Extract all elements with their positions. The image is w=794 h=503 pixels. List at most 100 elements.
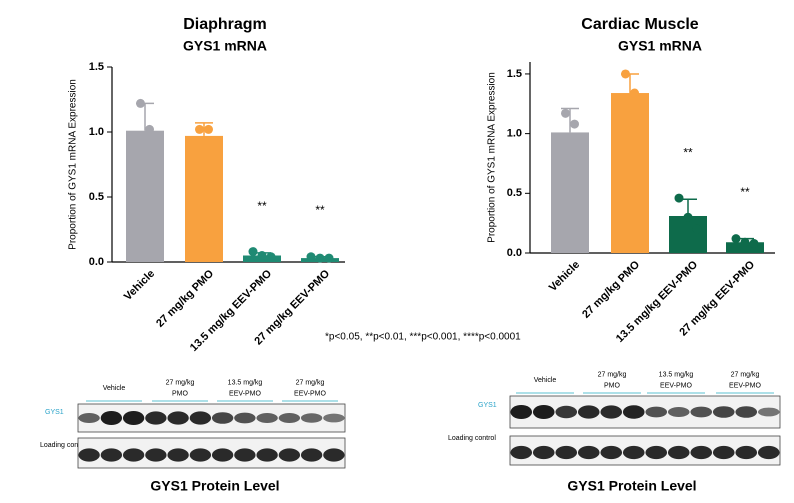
- blot-band: [256, 448, 278, 462]
- blot-strip: [77, 403, 346, 433]
- lane-group-label: 13.5 mg/kg: [659, 371, 694, 378]
- blot-band: [510, 405, 533, 419]
- significance: **: [740, 185, 750, 199]
- lane-group-label: 27 mg/kg: [296, 379, 325, 386]
- data-point: [306, 252, 316, 262]
- blot-band: [189, 448, 212, 462]
- blot-strip: [77, 437, 346, 469]
- blot-band: [622, 405, 645, 419]
- blot-band: [300, 413, 323, 423]
- blot-band: [757, 445, 780, 460]
- chart-title: Diaphragm: [183, 16, 267, 33]
- blot-band: [167, 411, 189, 425]
- data-point: [315, 253, 325, 263]
- blot-band: [532, 405, 555, 419]
- blot-band: [78, 448, 100, 462]
- lane-group-label: 13.5 mg/kg: [228, 379, 263, 386]
- lane-group-label: EEV-PMO: [660, 382, 692, 389]
- blot-band: [122, 448, 145, 462]
- blot-band: [234, 412, 256, 424]
- bar: [185, 135, 223, 262]
- band-label: GYS1: [45, 409, 64, 416]
- chart-title: Cardiac Muscle: [581, 16, 698, 33]
- blot-band: [600, 445, 623, 460]
- significance: **: [257, 199, 267, 213]
- blot-band: [712, 406, 735, 418]
- lane-group-label: PMO: [604, 382, 621, 389]
- y-tick-label: 1.5: [89, 61, 104, 73]
- blot-band: [510, 445, 533, 460]
- data-point: [145, 124, 154, 134]
- blot-title: GYS1 Protein Level: [150, 478, 279, 494]
- band-label: GYS1: [478, 402, 497, 409]
- blot-band: [211, 412, 234, 424]
- blot-band: [532, 445, 555, 460]
- blot-band: [167, 448, 189, 462]
- control-label: Loading control: [448, 435, 496, 442]
- blot-band: [735, 445, 758, 460]
- data-point: [324, 253, 334, 263]
- data-point: [204, 124, 213, 134]
- chart-subtitle: GYS1 mRNA: [618, 38, 702, 54]
- blot-band: [211, 448, 234, 462]
- lane-group-label: 27 mg/kg: [166, 379, 195, 386]
- blot-title: GYS1 Protein Level: [567, 478, 696, 494]
- lane-group-label: EEV-PMO: [294, 390, 326, 397]
- blot-band: [234, 448, 256, 462]
- lane-group-label: EEV-PMO: [229, 390, 261, 397]
- blot-band: [189, 411, 212, 425]
- blot-band: [757, 407, 780, 417]
- blot-band: [100, 448, 123, 462]
- blot-strip: [509, 395, 781, 429]
- y-tick-label: 1.5: [507, 68, 522, 80]
- y-tick-label: 0.0: [89, 256, 104, 268]
- data-point: [621, 69, 630, 79]
- data-point: [136, 98, 145, 108]
- blot-band: [577, 405, 600, 419]
- lane-group-label: Vehicle: [534, 377, 557, 384]
- data-point: [749, 238, 759, 248]
- data-point: [674, 193, 684, 203]
- blot-band: [622, 445, 645, 460]
- blot-strip: [509, 435, 781, 466]
- blot-band: [645, 406, 668, 418]
- y-tick-label: 0.5: [507, 187, 522, 199]
- data-point: [740, 237, 750, 247]
- blot-band: [645, 445, 668, 460]
- blot-band: [278, 413, 301, 423]
- y-axis-label: Proportion of GYS1 mRNA Expression: [68, 79, 79, 250]
- data-point: [561, 108, 570, 118]
- blot-band: [78, 413, 100, 423]
- blot-band: [690, 406, 713, 418]
- blot-band: [323, 413, 345, 423]
- bar: [669, 215, 707, 253]
- lane-group-label: PMO: [172, 390, 189, 397]
- y-tick-label: 0.0: [507, 247, 522, 259]
- y-tick-label: 0.5: [89, 191, 104, 203]
- x-tick-label: Vehicle: [547, 259, 582, 294]
- blot-band: [577, 445, 600, 460]
- y-tick-label: 1.0: [89, 126, 104, 138]
- blot-band: [712, 445, 735, 460]
- blot-band: [600, 405, 623, 419]
- x-tick-label: 27 mg/kg PMO: [154, 267, 216, 329]
- significance: **: [683, 145, 693, 159]
- blot-band: [122, 411, 145, 425]
- data-point: [683, 212, 693, 222]
- data-point: [257, 251, 267, 260]
- chart-subtitle: GYS1 mRNA: [183, 38, 267, 54]
- data-point: [731, 234, 741, 244]
- blot-band: [145, 411, 167, 425]
- blot-band: [278, 448, 301, 462]
- x-tick-label: Vehicle: [122, 268, 157, 303]
- x-tick-label: 27 mg/kg PMO: [580, 258, 642, 320]
- control-label: Loading control: [40, 442, 88, 449]
- data-point: [266, 252, 276, 262]
- y-tick-label: 1.0: [507, 128, 522, 140]
- bar: [551, 132, 589, 253]
- blot-band: [145, 448, 167, 462]
- bar: [726, 242, 764, 253]
- data-point: [248, 247, 258, 257]
- lane-group-label: 27 mg/kg: [598, 371, 627, 378]
